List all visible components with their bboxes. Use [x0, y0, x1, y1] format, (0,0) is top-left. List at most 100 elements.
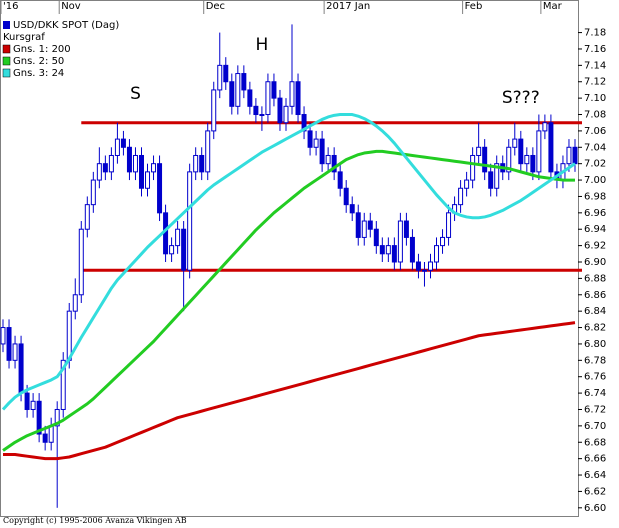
y-tick-label: 7.16 [584, 44, 606, 55]
candle-body [229, 81, 235, 107]
x-tick-label: Nov [61, 1, 81, 12]
candle-body [151, 163, 157, 173]
candle-body [307, 130, 313, 148]
candle-body [60, 359, 66, 410]
candle-body [271, 81, 277, 99]
candle-body [247, 89, 253, 107]
y-tick-label: 6.64 [584, 470, 606, 481]
candle-body [403, 220, 409, 238]
candle-body [379, 245, 385, 255]
candle-body [289, 81, 295, 107]
plot-area [0, 0, 579, 517]
candle-body [187, 171, 193, 271]
y-tick-label: 6.92 [584, 241, 606, 252]
candle-body [169, 245, 175, 255]
legend-subtitle: Kursgraf [3, 32, 45, 43]
candle-body [42, 433, 48, 443]
candle-body [138, 154, 144, 189]
y-tick-label: 7.10 [584, 93, 606, 104]
candle-body [518, 138, 524, 165]
y-tick-label: 6.80 [584, 339, 606, 350]
candle-body [175, 228, 181, 247]
candle-body [337, 171, 343, 189]
candle-body [385, 245, 391, 255]
candle-body [181, 228, 187, 271]
candle-body [277, 97, 283, 124]
candle-body [205, 130, 211, 173]
annotation: S??? [502, 88, 540, 108]
y-tick-label: 7.06 [584, 126, 606, 137]
candle-body [434, 245, 440, 263]
x-tick-label: '16 [3, 1, 18, 12]
legend-swatch [2, 56, 11, 66]
candle-body [36, 400, 42, 435]
y-tick-label: 6.78 [584, 355, 606, 366]
candle-body [48, 425, 54, 443]
copyright: Copyright (c) 1995-2006 Avanza Vikingen … [3, 516, 187, 525]
candle-body [211, 89, 217, 132]
candle-body [12, 343, 18, 361]
y-tick-label: 7.08 [584, 110, 606, 121]
candle-body [482, 146, 488, 173]
y-tick-label: 6.66 [584, 454, 606, 465]
moving-average-line [3, 321, 576, 461]
y-tick-label: 6.98 [584, 191, 606, 202]
candle-body [536, 130, 542, 173]
candle-body [18, 343, 24, 394]
x-tick-label: 2017 Jan [326, 1, 370, 12]
candle-body [355, 212, 361, 238]
candle-body [259, 114, 265, 117]
candle-body [458, 187, 464, 206]
x-tick-label: Mar [543, 1, 563, 12]
candle-body [313, 138, 319, 148]
candle-body [253, 105, 259, 116]
y-tick-label: 7.04 [584, 142, 606, 153]
candle-body [530, 154, 536, 173]
candle-body [145, 171, 151, 189]
candle-body [397, 220, 403, 263]
y-tick-label: 6.60 [584, 503, 606, 514]
candle-body [446, 212, 452, 238]
candle-body [199, 154, 205, 173]
y-tick-label: 6.86 [584, 290, 606, 301]
candle-body [30, 400, 36, 410]
candle-body [241, 73, 247, 91]
candle-body [108, 154, 114, 173]
candle-body [488, 171, 494, 189]
candle-body [319, 138, 325, 165]
y-tick-label: 6.74 [584, 388, 606, 399]
candle-body [295, 81, 301, 116]
candle-body [193, 154, 199, 173]
y-tick-label: 6.82 [584, 323, 606, 334]
candle-body [84, 204, 90, 230]
candle-body [464, 179, 470, 189]
candle-body [96, 163, 102, 181]
y-tick-label: 7.00 [584, 175, 606, 186]
candle-body [524, 154, 530, 165]
candle-body [126, 146, 132, 173]
candle-body [78, 228, 84, 296]
candle-body [494, 163, 500, 189]
candle-body [421, 269, 427, 272]
legend-swatch [2, 44, 11, 54]
candle-body [217, 64, 223, 91]
candle-body [506, 146, 512, 173]
candle-body [391, 245, 397, 263]
candle-body [409, 236, 415, 263]
y-tick-label: 6.62 [584, 486, 606, 497]
legend-label: USD/DKK SPOT (Dag) [13, 20, 119, 31]
y-tick-label: 6.72 [584, 404, 606, 415]
candle-body [66, 310, 72, 361]
candle-body [54, 408, 60, 427]
legend-box [1, 18, 113, 80]
candle-body [72, 294, 78, 312]
candle-body [343, 187, 349, 206]
candle-body [102, 163, 108, 173]
candle-body [427, 261, 433, 271]
candle-body [349, 204, 355, 214]
legend-swatch [2, 68, 11, 78]
candle-body [90, 179, 96, 206]
y-tick-label: 6.76 [584, 372, 606, 383]
candle-body [132, 154, 138, 173]
